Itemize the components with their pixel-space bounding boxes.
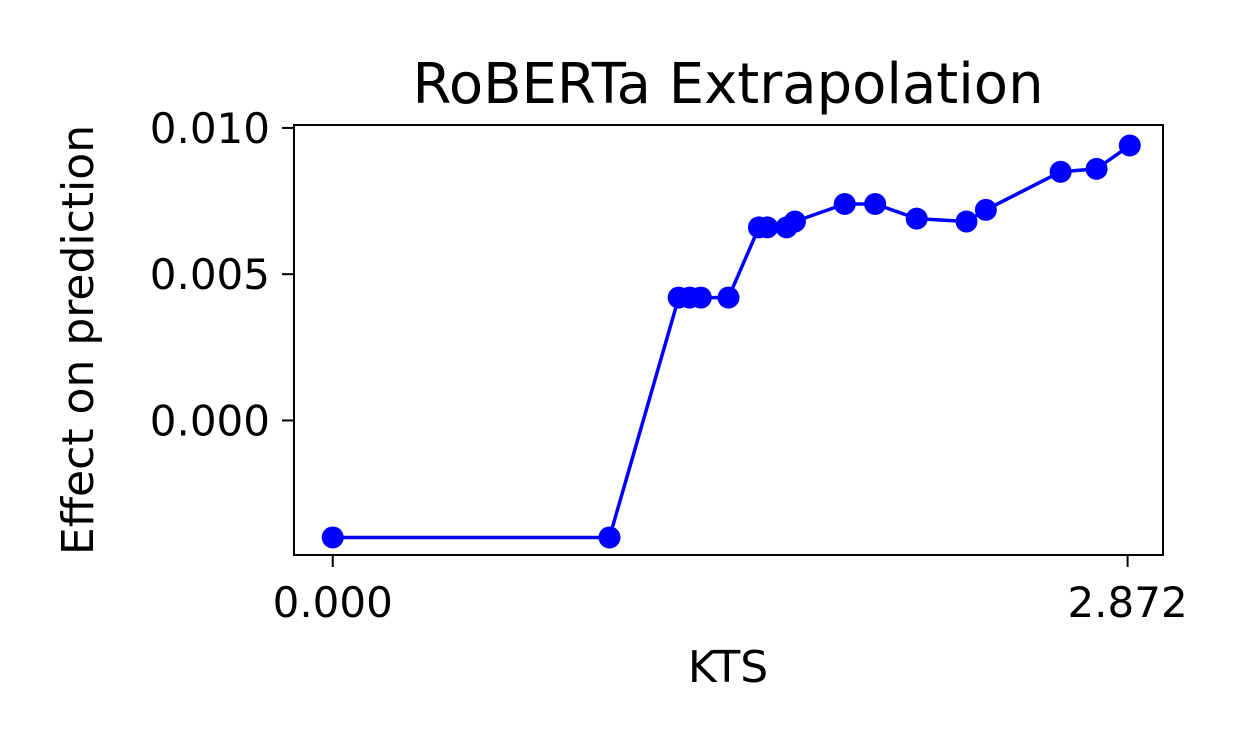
- x-tick-label: 2.872: [1067, 578, 1187, 627]
- plot-area-frame: [293, 124, 1164, 556]
- series-line: [332, 144, 1131, 540]
- data-point: [598, 526, 621, 549]
- data-point: [1049, 160, 1072, 183]
- series-layer: [321, 134, 1141, 549]
- data-point: [756, 216, 779, 239]
- x-axis-ticks: 0.000 2.872: [273, 555, 1188, 627]
- y-tick-label: 0.000: [150, 396, 270, 445]
- chart-title: RoBERTa Extrapolation: [412, 52, 1043, 117]
- data-point: [974, 198, 997, 221]
- data-point: [1085, 157, 1108, 180]
- x-axis-label: KTS: [688, 642, 768, 693]
- data-point: [864, 192, 887, 215]
- data-point: [905, 207, 928, 230]
- data-point: [783, 210, 806, 233]
- y-tick-label: 0.010: [150, 104, 270, 153]
- data-point: [1118, 134, 1141, 157]
- data-point: [717, 286, 740, 309]
- y-tick-label: 0.005: [150, 250, 270, 299]
- data-point: [689, 286, 712, 309]
- y-axis-label: Effect on prediction: [53, 125, 104, 555]
- data-point: [955, 210, 978, 233]
- data-point: [833, 192, 856, 215]
- x-tick-label: 0.000: [273, 578, 393, 627]
- data-point: [321, 526, 344, 549]
- y-axis-ticks: 0.000 0.005 0.010: [150, 104, 294, 445]
